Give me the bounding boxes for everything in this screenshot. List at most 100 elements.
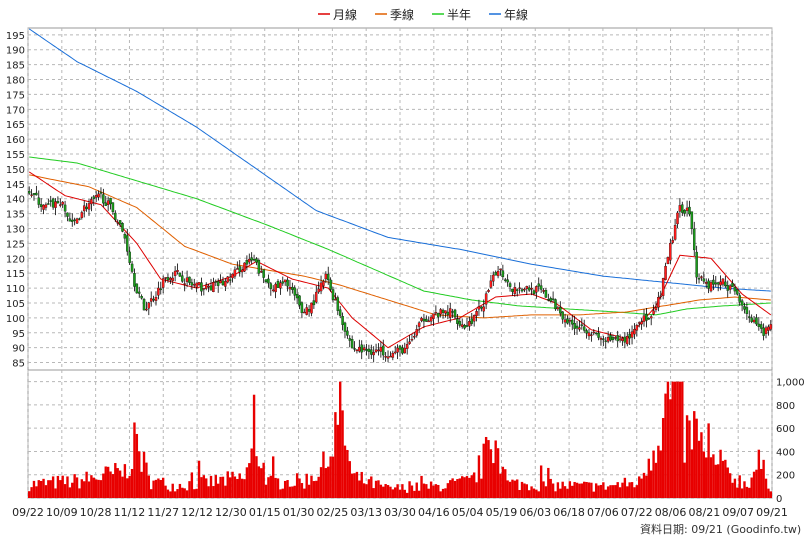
candle-body [161,278,165,288]
volume-bar [396,484,399,498]
volume-bar [477,455,481,498]
candle-body [520,289,524,292]
candle-body [262,269,265,278]
volume-bar [138,451,141,498]
volume-bar [111,474,115,498]
candle-body [470,318,473,324]
volume-bar [659,450,662,498]
candle-body [355,349,359,352]
candle-body [673,225,677,240]
candle-body [195,282,198,288]
volume-bar [365,484,368,498]
volume-bar [178,483,182,498]
candle-body [453,309,457,318]
candle-body [592,331,596,334]
volume-bar [597,485,600,498]
candle-body [85,206,88,209]
price-tick-label: 195 [6,31,25,42]
candle-body [515,289,519,291]
volume-bar [379,484,383,498]
candle-body [748,316,751,318]
candle-body [441,309,445,313]
volume-bar [338,381,342,498]
candle-body [350,339,354,349]
volume-bar [140,471,143,498]
volume-bar [295,473,299,498]
volume-bar [243,479,246,498]
price-tick-label: 150 [6,165,25,176]
volume-bar [726,467,729,498]
candle-body [338,309,342,316]
volume-bar [286,480,289,498]
volume-bar [623,477,627,498]
volume-bar [626,486,629,498]
candle-body [468,321,471,327]
candle-body [544,290,548,298]
volume-bars [28,381,772,498]
candle-body [446,311,450,315]
candle-body [193,284,196,286]
candle-body [164,277,167,279]
volume-bar [638,476,641,498]
volume-bar [456,479,459,498]
candle-body [456,318,459,324]
candle-body [331,289,335,300]
volume-bar [279,489,282,498]
candle-body [609,335,612,341]
candle-body [525,286,529,289]
volume-bar [94,479,98,498]
candle-body [346,330,349,336]
price-tick-label: 160 [6,135,25,146]
volume-bar [315,480,318,498]
volume-bar [487,440,490,498]
candle-body [59,204,62,206]
volume-bar [688,420,691,498]
volume-bar [461,476,464,498]
candle-body [334,299,337,301]
legend-label-1: 季線 [390,7,414,22]
volume-bar [757,449,761,498]
candle-body [245,260,249,265]
price-tick-label: 125 [6,239,25,250]
volume-bar [367,479,371,498]
candle-body [439,309,442,315]
candle-body [236,268,239,270]
candle-body [757,323,761,327]
candle-body [709,282,713,292]
candle-body [135,283,139,294]
candle-body [690,211,694,229]
volume-bar [274,477,277,498]
volume-bar [769,491,772,498]
candle-body [279,282,282,289]
volume-bar [472,472,476,498]
volume-bar [489,449,493,498]
price-tick-label: 85 [12,359,25,370]
candle-body [513,287,517,294]
candle-body [611,337,615,340]
volume-bar [676,381,679,498]
candle-body [602,338,605,340]
candle-body [681,204,684,213]
candle-body [578,327,581,330]
candle-body [580,324,584,326]
volume-bar [609,485,612,498]
candle-body [200,282,203,292]
candle-body [118,220,122,225]
candle-body [697,278,701,280]
volume-bar [449,480,452,498]
candle-body [398,345,402,350]
volume-bar [310,475,313,498]
volume-bar [73,474,76,498]
candle-body [685,207,689,211]
candle-body [413,336,416,338]
volume-bar [671,381,674,498]
candle-body [652,310,655,315]
candle-body [178,272,182,277]
volume-bar [415,482,418,498]
candle-body [649,316,653,319]
candle-body [341,316,344,325]
candle-body [379,346,383,352]
candle-body [396,347,399,353]
volume-bar [219,476,222,498]
candle-body [257,260,261,274]
